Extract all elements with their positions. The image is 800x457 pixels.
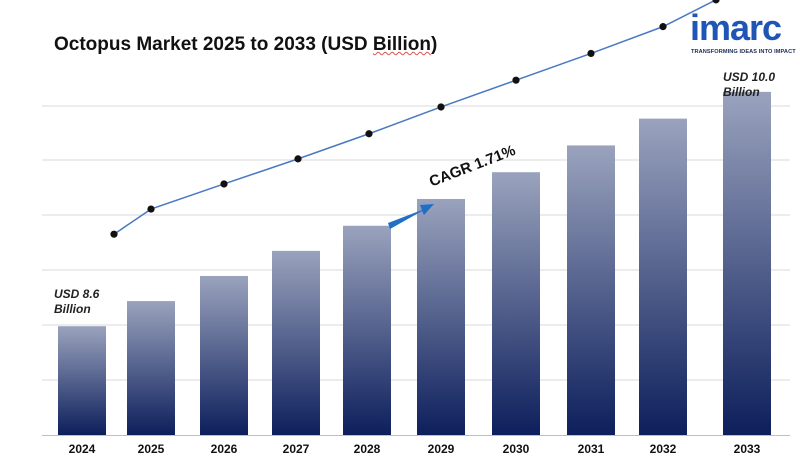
start-value-line1: USD 8.6 xyxy=(54,287,100,301)
cagr-arrow-group xyxy=(388,204,434,229)
bar-2033 xyxy=(723,91,771,435)
x-tick-2033: 2033 xyxy=(734,442,761,456)
trend-point-2029 xyxy=(437,103,445,111)
trend-point-2025 xyxy=(147,205,155,213)
chart-title: Octopus Market 2025 to 2033 (USD Billion… xyxy=(54,34,438,55)
trend-point-2027 xyxy=(294,155,302,163)
trend-point-2032 xyxy=(659,23,667,31)
bar-2026 xyxy=(200,275,248,435)
trend-point-2031 xyxy=(587,49,595,58)
bars xyxy=(58,91,771,436)
x-tick-2030: 2030 xyxy=(503,442,530,456)
x-tick-2028: 2028 xyxy=(354,442,381,456)
x-tick-2026: 2026 xyxy=(211,442,238,456)
end-value-line1: USD 10.0 xyxy=(723,70,776,84)
bar-2030 xyxy=(492,172,540,435)
end-value-line2: Billion xyxy=(723,85,760,99)
bar-2024 xyxy=(58,326,106,435)
logo-wordmark: imarc xyxy=(690,7,782,48)
bar-2032 xyxy=(639,118,687,435)
bar-2031 xyxy=(567,145,615,436)
x-tick-2032: 2032 xyxy=(650,442,677,456)
trend-point-2030 xyxy=(512,76,520,84)
x-tick-2027: 2027 xyxy=(283,442,310,456)
start-value-line2: Billion xyxy=(54,302,91,316)
imarc-logo: imarc TRANSFORMING IDEAS INTO IMPACT xyxy=(690,8,796,60)
start-value-annotation: USD 8.6 Billion xyxy=(54,287,99,317)
trend-line xyxy=(110,0,720,238)
bar-2029 xyxy=(417,198,465,435)
end-value-annotation: USD 10.0 Billion xyxy=(723,70,775,100)
bar-2025 xyxy=(127,301,175,435)
cagr-arrow-icon xyxy=(388,204,434,229)
x-tick-2024: 2024 xyxy=(69,442,96,456)
bar-2027 xyxy=(272,250,320,435)
bar-2028 xyxy=(343,225,391,435)
trend-point-2024 xyxy=(110,230,118,238)
trend-point-2033 xyxy=(712,0,720,4)
x-tick-2031: 2031 xyxy=(578,442,605,456)
x-tick-2025: 2025 xyxy=(138,442,165,456)
trend-point-2028 xyxy=(365,130,373,138)
x-axis-ticks: 2024 2025 2026 2027 2028 2029 2030 2031 2032 2033 xyxy=(69,442,761,456)
logo-tagline: TRANSFORMING IDEAS INTO IMPACT xyxy=(691,49,796,55)
trend-line-path xyxy=(113,0,717,235)
trend-point-2026 xyxy=(220,180,228,188)
x-tick-2029: 2029 xyxy=(428,442,455,456)
